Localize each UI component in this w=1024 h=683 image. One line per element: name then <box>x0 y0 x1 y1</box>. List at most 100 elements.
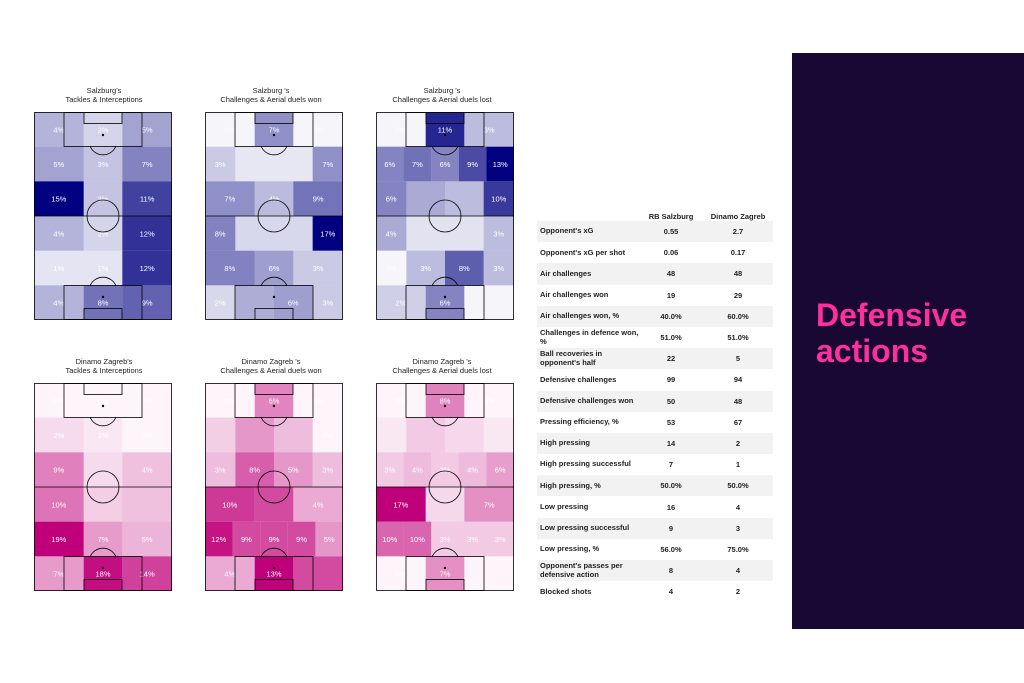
heatmap-cell-label: 0% <box>142 431 153 440</box>
heatmap-cell-label: 0% <box>322 431 333 440</box>
stats-value-team1: 19 <box>666 290 676 300</box>
heatmap-cell <box>205 181 255 216</box>
heatmap-cell-label: 3% <box>384 466 395 475</box>
heatmap-cell <box>122 146 172 182</box>
heatmap-cell <box>406 216 445 251</box>
heatmap-cell <box>260 521 288 557</box>
stats-row-label: Challenges in defence won, % <box>540 328 639 346</box>
heatmap-cell <box>293 487 343 522</box>
stats-value-team1: 0.55 <box>663 227 679 237</box>
pitch-svg: 4% 2% 5% 5% 3% 7% 15% 3% 11% 4% 2% 12% 1% 1% 12% 4% 8% 9% <box>34 112 172 320</box>
heatmap-cell <box>205 285 236 320</box>
heatmap-cell <box>483 216 514 251</box>
pitch-lines <box>205 112 343 320</box>
heatmap-cell-label: 7% <box>98 535 109 544</box>
heatmap-cell-label: 7% <box>269 125 280 134</box>
pitch-heatmap-zagreb-duels-lost: 0% 8% 0% 3% 4% 3% 4% 6% 17% 7% 10% 10% 3% 3% 3% 0% 7% <box>376 383 514 591</box>
heatmap-cell-label: 3% <box>440 466 451 475</box>
heatmap-cell <box>205 452 236 487</box>
heatmap-cell <box>122 383 172 418</box>
heatmap-cell-label: 4% <box>53 125 64 134</box>
heatmap-cell-label: 13% <box>493 160 508 169</box>
heatmap-cell <box>445 216 484 251</box>
heatmap-cell <box>274 146 313 182</box>
heatmap-cell <box>34 452 84 487</box>
heatmap-cell <box>406 417 445 453</box>
heatmap-cell-label: 2% <box>98 125 109 134</box>
heatmap-cell <box>83 556 123 591</box>
heatmap-cell <box>235 216 274 251</box>
heatmap-cell-label: 2% <box>53 431 64 440</box>
heatmap-cell-label: 12% <box>140 229 155 238</box>
heatmap-cell-label: 3% <box>467 535 478 544</box>
heatmap-cell-label: 6% <box>269 264 280 273</box>
stats-row-label: Opponent's xG per shot <box>540 247 626 257</box>
stats-value-team2: 4 <box>735 566 741 576</box>
heatmap-cell-label: 6% <box>269 396 280 405</box>
heatmap-cell <box>483 417 514 453</box>
heatmap-cell-label: 10% <box>222 500 237 509</box>
heatmap-cell <box>122 521 172 557</box>
heatmap-cell-label: 3% <box>313 264 324 273</box>
stats-row: Low pressing 16 4 <box>537 496 773 517</box>
pitch-svg: 0% 0% 0% 2% 1% 0% 9% 4% 10% 19% 7% 5% 7% 18% 14% <box>34 383 172 591</box>
heatmap-cell <box>254 487 294 522</box>
heatmap-cell <box>458 146 487 182</box>
heatmap-cell <box>254 250 294 286</box>
heatmap-cell-label: 19% <box>51 535 66 544</box>
heatmap-cell <box>205 383 255 418</box>
heatmap-cell <box>83 285 123 320</box>
heatmap-cell-label: 11% <box>438 125 453 134</box>
heatmap-cell <box>403 521 432 557</box>
heatmap-cell-label: 0% <box>224 125 235 134</box>
stats-row: Challenges in defence won, % 51.0% 51.0% <box>537 327 773 348</box>
heatmap-cell <box>235 146 274 182</box>
heatmap-cell-label: 0% <box>224 396 235 405</box>
heatmap-cell <box>445 181 484 216</box>
heatmap-cell <box>122 285 172 320</box>
stats-row-label: Opponent's passes per defensive action <box>540 561 623 579</box>
stats-row: Defensive challenges 99 94 <box>537 369 773 390</box>
heatmap-cell-label: 4% <box>412 466 423 475</box>
heatmap-cell-label: 4% <box>467 466 478 475</box>
stats-row: Low pressing successful 9 3 <box>537 517 773 539</box>
heatmap-cell-label: 0% <box>386 264 397 273</box>
stats-row-label: Defensive challenges won <box>540 395 634 405</box>
stats-value-team1: 56.0% <box>660 544 682 554</box>
heatmap-cell <box>83 417 123 453</box>
heatmap-cell <box>376 556 426 591</box>
heatmap-cell <box>205 216 236 251</box>
heatmap-cell <box>83 216 123 251</box>
stats-row-label: Air challenges <box>540 268 592 278</box>
heatmap-cell-label: 7% <box>440 570 451 579</box>
heatmap-cell-label: 6% <box>384 160 395 169</box>
heatmap-cell <box>83 146 123 182</box>
stats-value-team1: 0.06 <box>663 248 679 258</box>
heatmap-cell <box>486 521 514 557</box>
stats-row: Opponent's xG per shot 0.06 0.17 <box>537 242 773 263</box>
heatmap-cell-label: 5% <box>142 125 153 134</box>
heatmap-cell-label: 7% <box>484 500 495 509</box>
heatmap-cell-label: 5% <box>288 466 299 475</box>
heatmap-cell <box>406 250 445 286</box>
stats-row-label: Air challenges won, % <box>540 311 620 321</box>
heatmap-cell-label: 4% <box>53 229 64 238</box>
stats-value-team2: 50.0% <box>727 481 749 491</box>
heatmap-cell <box>483 250 514 286</box>
heatmap-cell <box>205 112 255 147</box>
heatmap-cell <box>376 285 426 320</box>
stats-value-team1: 8 <box>668 566 674 576</box>
heatmap-cell <box>312 285 343 320</box>
title-panel: Defensive actions <box>792 53 1024 629</box>
heatmap-cell <box>34 181 84 216</box>
heatmap-cell <box>425 556 465 591</box>
heatmap-cell-label: 4% <box>386 229 397 238</box>
heatmap-cell <box>312 216 343 251</box>
pitch-svg: 0% 7% 0% 3% 7% 7% 4% 9% 8% 17% 8% 6% 3% 2% 6% 3% <box>205 112 343 320</box>
heatmap-cell <box>205 487 255 522</box>
stats-row-label: Low pressing successful <box>540 522 630 532</box>
heatmap-cell-label: 0% <box>53 396 64 405</box>
heatmap-cell <box>122 250 172 286</box>
heatmap-cell <box>293 383 343 418</box>
stats-value-team2: 48 <box>733 269 743 279</box>
